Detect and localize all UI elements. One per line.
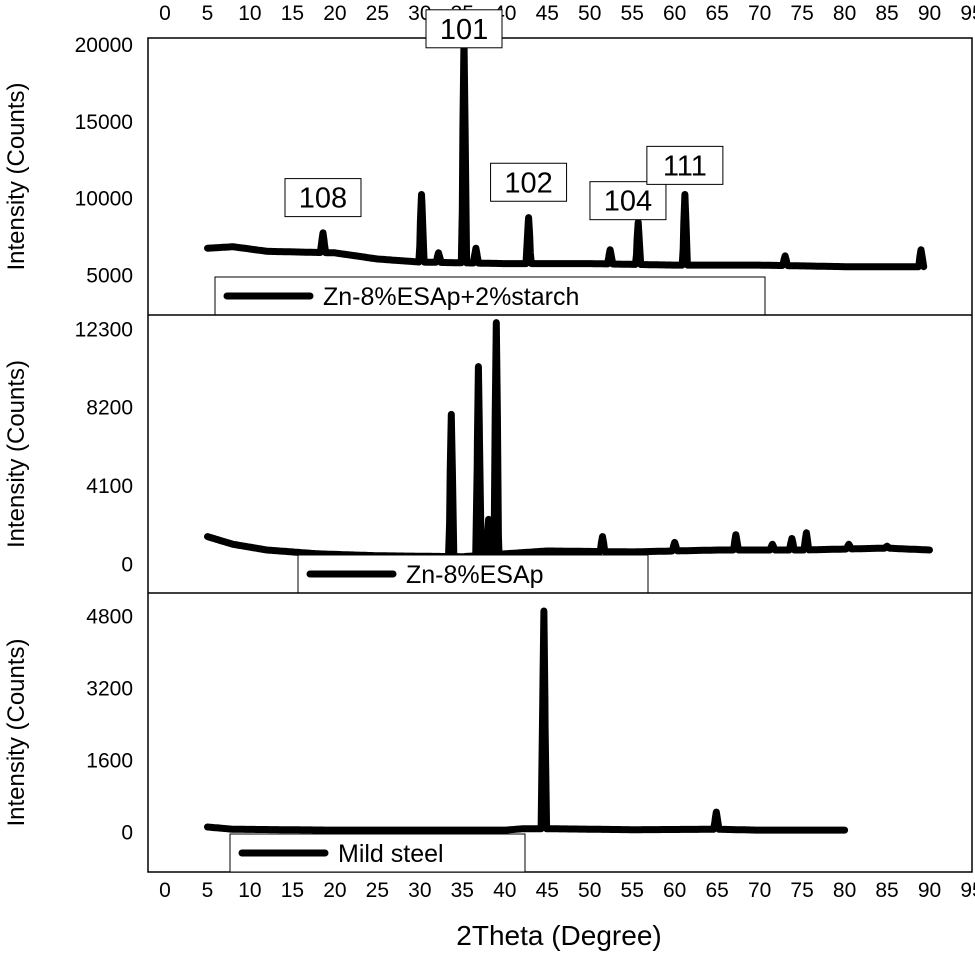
x-tick-label-bottom: 30 (408, 879, 431, 902)
series-line (204, 607, 849, 834)
x-tick-label-top: 10 (238, 2, 261, 25)
peak-label-box (589, 181, 667, 221)
x-tick-label-top: 25 (366, 2, 389, 25)
peak-label: 101 (440, 14, 488, 46)
x-tick-label-bottom: 25 (366, 879, 389, 902)
x-tick-label-top: 85 (875, 2, 898, 25)
y-axis-title: Intensity (Counts) (3, 82, 30, 270)
x-tick-label-top: 90 (918, 2, 941, 25)
x-tick-label-bottom: 20 (323, 879, 346, 902)
x-tick-label-bottom: 40 (493, 879, 516, 902)
x-tick-label-bottom: 70 (748, 879, 771, 902)
x-tick-label-top: 60 (663, 2, 686, 25)
y-tick-label: 15000 (75, 111, 133, 134)
y-axis-title: Intensity (Counts) (3, 360, 30, 548)
x-tick-label-top: 75 (790, 2, 813, 25)
x-tick-label-bottom: 85 (875, 879, 898, 902)
x-tick-label-bottom: 15 (281, 879, 304, 902)
peak-label-box (646, 145, 724, 185)
x-axis-title: 2Theta (Degree) (456, 920, 661, 951)
series-line (204, 34, 928, 271)
x-tick-label-bottom: 75 (790, 879, 813, 902)
x-tick-label-top: 5 (202, 2, 214, 25)
legend-label: Zn-8%ESAp (406, 561, 544, 589)
x-tick-label-bottom: 60 (663, 879, 686, 902)
y-tick-label: 3200 (86, 678, 133, 701)
x-tick-label-bottom: 95 (960, 879, 975, 902)
plot-frame (147, 37, 973, 873)
x-tick-label-top: 80 (833, 2, 856, 25)
x-tick-label-top: 70 (748, 2, 771, 25)
x-tick-label-top: 20 (323, 2, 346, 25)
y-tick-label: 1600 (86, 750, 133, 773)
x-tick-label-bottom: 80 (833, 879, 856, 902)
x-tick-label-bottom: 5 (202, 879, 214, 902)
x-tick-label-bottom: 55 (621, 879, 644, 902)
x-tick-label-top: 15 (281, 2, 304, 25)
x-tick-label-top: 55 (621, 2, 644, 25)
legend-label: Zn-8%ESAp+2%starch (323, 283, 579, 311)
x-tick-label-bottom: 0 (159, 879, 171, 902)
peak-label: 111 (663, 150, 707, 182)
y-tick-label: 5000 (86, 264, 133, 287)
x-tick-label-bottom: 10 (238, 879, 261, 902)
y-tick-label: 0 (121, 822, 133, 845)
series-line (204, 319, 933, 561)
y-axis-title: Intensity (Counts) (3, 638, 30, 826)
y-tick-label: 4800 (86, 606, 133, 629)
y-tick-label: 20000 (75, 34, 133, 57)
legend-label: Mild steel (338, 840, 444, 868)
x-tick-label-top: 95 (960, 2, 975, 25)
peak-label-box (490, 162, 568, 202)
x-tick-label-bottom: 65 (705, 879, 728, 902)
peak-label: 108 (299, 183, 347, 215)
x-tick-label-bottom: 90 (918, 879, 941, 902)
x-tick-label-bottom: 45 (536, 879, 559, 902)
x-tick-label-bottom: 35 (451, 879, 474, 902)
x-tick-label-top: 50 (578, 2, 601, 25)
peak-label: 102 (504, 167, 552, 199)
y-tick-label: 10000 (75, 188, 133, 211)
x-tick-label-top: 0 (159, 2, 171, 25)
peak-label: 104 (604, 186, 652, 218)
y-tick-label: 0 (121, 553, 133, 576)
y-tick-label: 8200 (86, 397, 133, 420)
x-tick-label-top: 45 (536, 2, 559, 25)
x-tick-label-bottom: 50 (578, 879, 601, 902)
peak-label-box (284, 178, 362, 218)
x-tick-label-top: 65 (705, 2, 728, 25)
y-tick-label: 12300 (75, 318, 133, 341)
y-tick-label: 4100 (86, 475, 133, 498)
peak-label-box (425, 9, 503, 49)
